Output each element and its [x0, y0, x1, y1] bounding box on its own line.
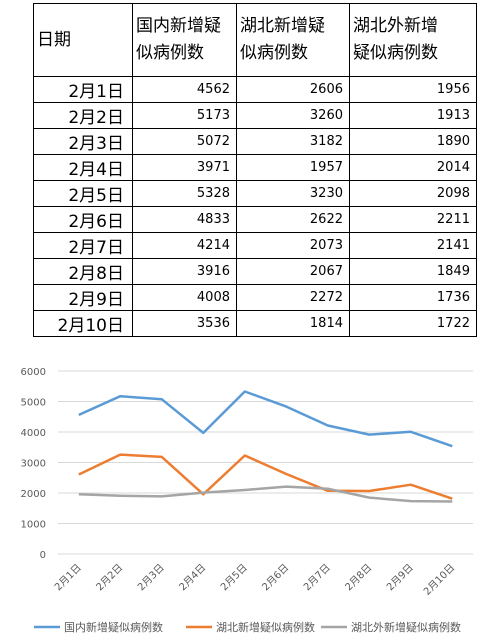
value-cell: 3971: [132, 154, 237, 181]
value-cell: 1814: [236, 310, 350, 337]
y-tick-label: 4000: [21, 428, 46, 439]
y-tick-label: 2000: [21, 489, 46, 500]
table-header-row: 日期 国内新增疑 似病例数 湖北新增疑 似病例数 湖北外新增 疑似病例数: [33, 3, 477, 77]
date-cell: 2月3日: [33, 128, 133, 155]
value-cell: 4562: [132, 76, 237, 103]
value-cell: 1957: [236, 154, 350, 181]
value-cell: 5173: [132, 102, 237, 129]
x-tick-label: 2月7日: [301, 562, 333, 594]
value-cell: 2067: [236, 258, 350, 285]
table-row: 2月9日 4008 2272 1736: [33, 284, 477, 311]
x-tick-label: 2月3日: [135, 562, 167, 594]
value-cell: 4833: [132, 206, 237, 233]
value-cell: 5072: [132, 128, 237, 155]
value-cell: 2622: [236, 206, 350, 233]
date-cell: 2月5日: [33, 180, 133, 207]
x-tick-label: 2月4日: [177, 562, 209, 594]
value-cell: 2014: [349, 154, 477, 181]
table-row: 2月10日 3536 1814 1722: [33, 310, 477, 337]
table-row: 2月7日 4214 2073 2141: [33, 232, 477, 259]
date-cell: 2月8日: [33, 258, 133, 285]
value-cell: 4214: [132, 232, 237, 259]
y-tick-label: 3000: [21, 459, 46, 470]
value-cell: 2211: [349, 206, 477, 233]
value-cell: 3260: [236, 102, 350, 129]
y-tick-label: 1000: [21, 520, 46, 531]
x-tick-label: 2月9日: [384, 562, 416, 594]
series-line: [78, 453, 453, 500]
y-tick-label: 0: [40, 550, 46, 561]
table-row: 2月1日 4562 2606 1956: [33, 76, 477, 103]
table-row: 2月2日 5173 3260 1913: [33, 102, 477, 129]
x-tick-label: 2月5日: [218, 562, 250, 594]
legend-label: 湖北新增疑似病例数: [216, 620, 315, 634]
header-national: 国内新增疑 似病例数: [132, 3, 237, 77]
date-cell: 2月9日: [33, 284, 133, 311]
value-cell: 1890: [349, 128, 477, 155]
value-cell: 1736: [349, 284, 477, 311]
value-cell: 1722: [349, 310, 477, 337]
value-cell: 3182: [236, 128, 350, 155]
date-cell: 2月2日: [33, 102, 133, 129]
x-tick-label: 2月6日: [260, 562, 292, 594]
x-tick-label: 2月2日: [94, 562, 126, 594]
header-date: 日期: [33, 3, 133, 77]
x-tick-label: 2月8日: [343, 562, 375, 594]
value-cell: 3536: [132, 310, 237, 337]
value-cell: 2098: [349, 180, 477, 207]
table-body: 2月1日 4562 2606 1956 2月2日 5173 3260 1913 2月3日 5072…: [33, 76, 477, 337]
value-cell: 2073: [236, 232, 350, 259]
value-cell: 1913: [349, 102, 477, 129]
value-cell: 2272: [236, 284, 350, 311]
table-row: 2月3日 5072 3182 1890: [33, 128, 477, 155]
value-cell: 2141: [349, 232, 477, 259]
table-row: 2月5日 5328 3230 2098: [33, 180, 477, 207]
value-cell: 3230: [236, 180, 350, 207]
x-tick-label: 2月10日: [421, 562, 457, 598]
series-line: [78, 485, 453, 503]
legend-label: 国内新增疑似病例数: [64, 620, 163, 634]
legend-label: 湖北外新增疑似病例数: [351, 620, 461, 634]
table-row: 2月6日 4833 2622 2211: [33, 206, 477, 233]
line-chart: 0 1000 2000 3000 4000 5000 6000 2月1日 2月2日 2月3日 2月4…: [21, 367, 473, 634]
x-tick-label: 2月1日: [52, 562, 84, 594]
y-tick-label: 6000: [21, 367, 46, 378]
value-cell: 4008: [132, 284, 237, 311]
series-line: [78, 390, 453, 448]
date-cell: 2月10日: [33, 310, 133, 337]
data-table: 日期 国内新增疑 似病例数 湖北新增疑 似病例数 湖北外新增 疑似病例数 2月1日 45…: [33, 3, 477, 337]
date-cell: 2月6日: [33, 206, 133, 233]
header-hubei: 湖北新增疑 似病例数: [236, 3, 350, 77]
value-cell: 5328: [132, 180, 237, 207]
table-row: 2月4日 3971 1957 2014: [33, 154, 477, 181]
date-cell: 2月4日: [33, 154, 133, 181]
table-row: 2月8日 3916 2067 1849: [33, 258, 477, 285]
date-cell: 2月1日: [33, 76, 133, 103]
header-outside-hubei: 湖北外新增 疑似病例数: [349, 3, 477, 77]
value-cell: 1849: [349, 258, 477, 285]
value-cell: 3916: [132, 258, 237, 285]
value-cell: 2606: [236, 76, 350, 103]
value-cell: 1956: [349, 76, 477, 103]
date-cell: 2月7日: [33, 232, 133, 259]
y-tick-label: 5000: [21, 398, 46, 409]
